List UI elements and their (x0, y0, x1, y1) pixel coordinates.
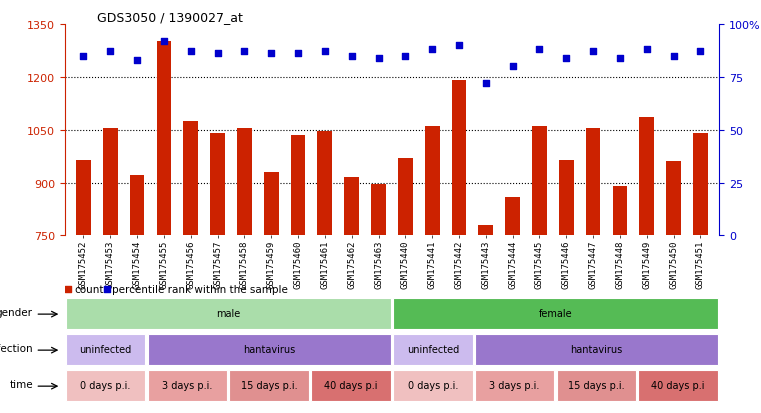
Bar (291, 135, 305, 236)
Point (298, 233, 310, 240)
Bar (559, 160, 574, 236)
Bar (393, 298, 718, 329)
Bar (210, 134, 225, 236)
Text: uninfected: uninfected (406, 344, 459, 354)
Bar (229, 370, 309, 401)
Bar (693, 134, 708, 236)
Text: time: time (9, 379, 33, 389)
Bar (237, 128, 252, 236)
Bar (398, 159, 412, 236)
Bar (344, 178, 359, 236)
Bar (532, 127, 547, 236)
Bar (65, 298, 391, 329)
Bar (639, 118, 654, 236)
Point (694, 49, 706, 55)
Point (507, 64, 519, 70)
Bar (475, 334, 718, 365)
Bar (556, 370, 636, 401)
Bar (425, 127, 440, 236)
Bar (264, 173, 279, 236)
Point (185, 49, 197, 55)
Bar (479, 225, 493, 236)
Text: 3 days p.i.: 3 days p.i. (489, 380, 540, 390)
Bar (451, 81, 466, 236)
Bar (505, 197, 520, 236)
Point (479, 81, 492, 87)
Point (533, 47, 546, 53)
Bar (317, 132, 333, 236)
Point (292, 51, 304, 58)
Bar (393, 334, 473, 365)
Point (78, 53, 90, 60)
Point (212, 51, 224, 58)
Text: 15 days p.i.: 15 days p.i. (568, 380, 625, 390)
Bar (638, 370, 718, 401)
Point (238, 49, 250, 55)
Point (560, 55, 572, 62)
Text: percentile rank within the sample: percentile rank within the sample (113, 284, 288, 294)
Bar (157, 43, 171, 236)
Bar (666, 162, 681, 236)
Bar (129, 176, 145, 236)
Point (667, 53, 680, 60)
Text: hantavirus: hantavirus (570, 344, 622, 354)
Text: 0 days p.i.: 0 days p.i. (81, 380, 131, 390)
Point (158, 38, 170, 45)
Point (587, 49, 599, 55)
Point (104, 49, 116, 55)
Point (345, 53, 358, 60)
Point (265, 51, 277, 58)
Bar (103, 128, 118, 236)
Text: 0 days p.i.: 0 days p.i. (408, 380, 458, 390)
Point (648, 233, 661, 240)
Text: count: count (74, 284, 103, 294)
Point (400, 53, 412, 60)
Text: female: female (539, 308, 572, 318)
Text: 15 days p.i.: 15 days p.i. (241, 380, 298, 390)
Bar (371, 185, 386, 236)
Point (641, 47, 653, 53)
Bar (183, 121, 198, 236)
Bar (65, 370, 145, 401)
Bar (586, 128, 600, 236)
Bar (393, 370, 473, 401)
Text: 40 days p.i: 40 days p.i (324, 380, 377, 390)
Text: infection: infection (0, 343, 33, 353)
Text: male: male (216, 308, 240, 318)
Point (319, 49, 331, 55)
Bar (65, 334, 145, 365)
Text: 3 days p.i.: 3 days p.i. (162, 380, 212, 390)
Text: uninfected: uninfected (79, 344, 132, 354)
Point (426, 47, 438, 53)
Bar (76, 161, 91, 236)
Bar (148, 370, 228, 401)
Text: 40 days p.i: 40 days p.i (651, 380, 705, 390)
Point (131, 57, 143, 64)
Text: GDS3050 / 1390027_at: GDS3050 / 1390027_at (97, 11, 244, 24)
Text: hantavirus: hantavirus (243, 344, 295, 354)
Text: gender: gender (0, 307, 33, 317)
Bar (475, 370, 555, 401)
Point (614, 55, 626, 62)
Bar (613, 187, 627, 236)
Bar (148, 334, 391, 365)
Bar (311, 370, 391, 401)
Point (453, 43, 465, 49)
Point (372, 55, 384, 62)
